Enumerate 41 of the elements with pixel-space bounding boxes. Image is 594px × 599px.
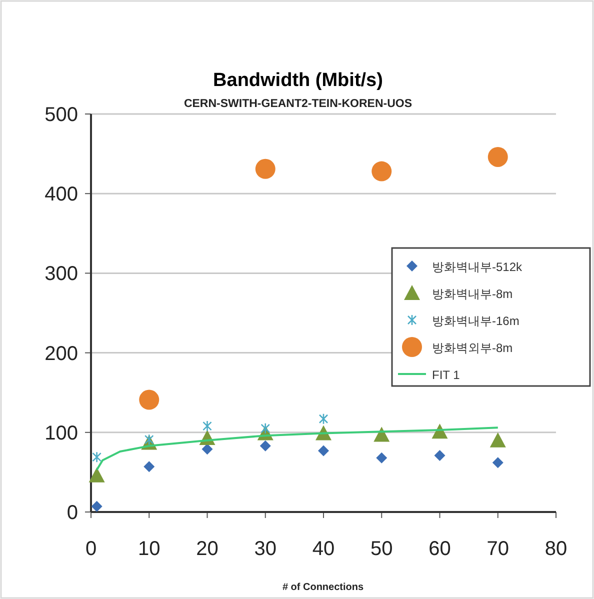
point (92, 451, 102, 463)
ytick: 100 (44, 422, 78, 444)
ytick: 300 (44, 263, 78, 286)
point (318, 445, 329, 456)
legend-label: 방화벽내부-16m (432, 314, 520, 328)
point (372, 161, 392, 182)
legend-label: 방화벽내부-512k (432, 260, 524, 274)
point (434, 450, 446, 461)
xlabel: # of Connections (282, 582, 364, 593)
point (490, 432, 506, 448)
xtick: 80 (544, 538, 568, 560)
point (318, 413, 328, 425)
legend-label: 방화벽외부-8m (432, 341, 513, 355)
point (492, 457, 504, 468)
point (202, 420, 212, 432)
point (91, 500, 102, 512)
xtick: 70 (486, 538, 509, 560)
legend-label: 방화벽내부-8m (432, 287, 513, 301)
point (376, 452, 388, 464)
point (144, 461, 155, 472)
xtick: 60 (428, 538, 451, 560)
point (374, 426, 390, 442)
point (139, 390, 160, 410)
xtick: 0 (85, 538, 97, 560)
subtitle: CERN-SWITH-GEANT2-TEIN-KOREN-UOS (184, 98, 412, 110)
title: Bandwidth (Mbit/s) (213, 70, 383, 91)
point (202, 444, 213, 455)
ytick: 500 (44, 104, 78, 126)
ytick: 400 (44, 184, 78, 206)
legend-label: FIT 1 (432, 368, 460, 382)
xtick: 50 (370, 538, 393, 560)
ytick: 0 (66, 502, 78, 524)
xtick: 30 (254, 538, 276, 560)
xtick: 40 (312, 538, 335, 560)
xtick: 10 (138, 538, 160, 560)
point (260, 440, 271, 452)
ytick: 200 (44, 342, 78, 365)
point (488, 146, 508, 167)
xtick: 20 (196, 538, 218, 560)
point (255, 158, 276, 179)
point (88, 467, 105, 482)
